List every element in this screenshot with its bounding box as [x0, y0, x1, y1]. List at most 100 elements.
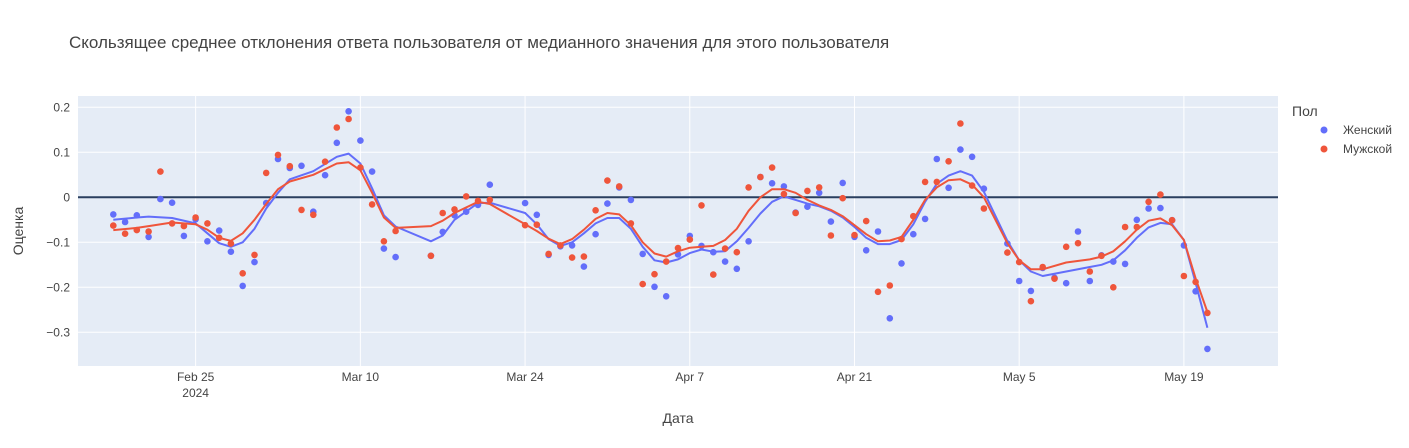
y-tick-label: −0.2 — [46, 280, 70, 294]
data-point-male — [192, 214, 199, 221]
data-point-female — [380, 245, 388, 252]
data-point-female — [145, 233, 152, 241]
data-point-male — [674, 244, 682, 252]
data-point-female — [1015, 277, 1023, 285]
data-point-female — [1086, 277, 1094, 285]
data-point-female — [1121, 260, 1129, 268]
data-point-male — [204, 220, 211, 227]
y-axis-ticks: 0.2 0.1 0 −0.1 −0.2 −0.3 — [46, 100, 70, 339]
data-point-female — [768, 180, 776, 187]
data-point-female — [439, 228, 447, 236]
data-point-male — [121, 230, 129, 237]
data-point-male — [874, 288, 882, 296]
data-point-male — [521, 221, 529, 229]
data-point-female — [368, 168, 376, 175]
data-point-male — [321, 158, 329, 165]
data-point-male — [1204, 309, 1211, 317]
data-point-female — [745, 238, 752, 245]
data-point-male — [462, 193, 470, 200]
x-axis-ticks: Feb 25 2024 Mar 10 Mar 24 Apr 7 Apr 21 May 5 Ma… — [177, 370, 1204, 400]
data-point-male — [1121, 223, 1129, 231]
data-point-male — [1004, 249, 1011, 256]
data-point-male — [262, 169, 270, 177]
data-point-female — [168, 199, 176, 206]
data-point-female — [827, 218, 835, 225]
data-point-male — [957, 120, 964, 127]
y-tick-label: −0.1 — [46, 235, 70, 249]
legend-marker-male — [1320, 145, 1328, 153]
data-point-male — [110, 222, 117, 229]
data-point-female — [804, 203, 811, 210]
data-point-male — [604, 177, 611, 184]
series-male — [110, 115, 1211, 317]
data-point-female — [1157, 204, 1164, 212]
data-point-male — [145, 228, 152, 235]
moving-average-line-female — [113, 152, 1209, 329]
data-point-male — [333, 124, 341, 131]
x-tick-label: May 5 — [1003, 370, 1036, 384]
data-point-male — [980, 205, 988, 212]
data-point-male — [1098, 252, 1105, 260]
data-point-male — [180, 222, 188, 230]
data-point-female — [639, 250, 646, 258]
data-point-female — [604, 200, 611, 207]
legend-title: Пол — [1292, 103, 1318, 119]
data-point-male — [1074, 239, 1082, 247]
data-point-male — [898, 235, 905, 243]
data-point-female — [1204, 345, 1211, 353]
data-point-male — [733, 248, 741, 256]
data-point-female — [874, 228, 882, 235]
data-point-female — [321, 171, 329, 179]
legend: Пол Женский Мужской — [1292, 103, 1392, 156]
data-point-male — [439, 209, 447, 217]
data-point-male — [486, 196, 494, 204]
data-point-female — [204, 238, 211, 245]
x-tick-label: Mar 10 — [342, 370, 380, 384]
data-point-male — [1062, 243, 1070, 251]
data-point-female — [110, 211, 117, 218]
data-point-female — [157, 195, 164, 203]
y-axis-title: Оценка — [10, 207, 26, 256]
data-point-male — [557, 242, 564, 249]
x-axis-title: Дата — [662, 410, 693, 426]
data-point-male — [804, 187, 811, 195]
data-point-male — [639, 280, 646, 288]
data-point-male — [227, 240, 235, 247]
data-point-female — [580, 263, 588, 270]
data-point-male — [698, 202, 705, 209]
data-point-male — [1192, 278, 1199, 286]
data-point-male — [968, 182, 976, 189]
data-point-male — [239, 270, 246, 277]
x-tick-sublabel: 2024 — [182, 386, 209, 400]
data-point-male — [427, 252, 435, 260]
plot-area — [78, 96, 1278, 366]
x-tick-label: May 19 — [1164, 370, 1204, 384]
data-point-male — [839, 194, 846, 202]
x-tick-label: Feb 25 — [177, 370, 215, 384]
data-point-female — [486, 181, 494, 188]
data-point-male — [533, 221, 541, 228]
data-point-male — [615, 183, 623, 190]
x-tick-label: Apr 7 — [675, 370, 704, 384]
data-point-male — [710, 271, 717, 278]
data-point-female — [898, 260, 905, 267]
data-point-male — [215, 234, 223, 242]
data-point-female — [710, 248, 717, 256]
data-point-female — [721, 258, 729, 265]
data-point-female — [933, 155, 941, 163]
legend-label-male: Мужской — [1343, 142, 1392, 156]
data-point-male — [545, 250, 552, 258]
data-point-male — [568, 254, 576, 261]
moving-average-line-male — [113, 161, 1209, 313]
data-point-female — [521, 199, 529, 207]
data-point-male — [1027, 297, 1035, 305]
data-point-female — [1133, 216, 1141, 224]
data-point-female — [133, 212, 141, 219]
data-point-female — [839, 179, 846, 187]
data-point-male — [274, 151, 282, 159]
legend-label-female: Женский — [1343, 123, 1392, 137]
data-point-male — [757, 173, 764, 181]
x-tick-label: Apr 21 — [837, 370, 873, 384]
data-point-female — [462, 208, 470, 215]
